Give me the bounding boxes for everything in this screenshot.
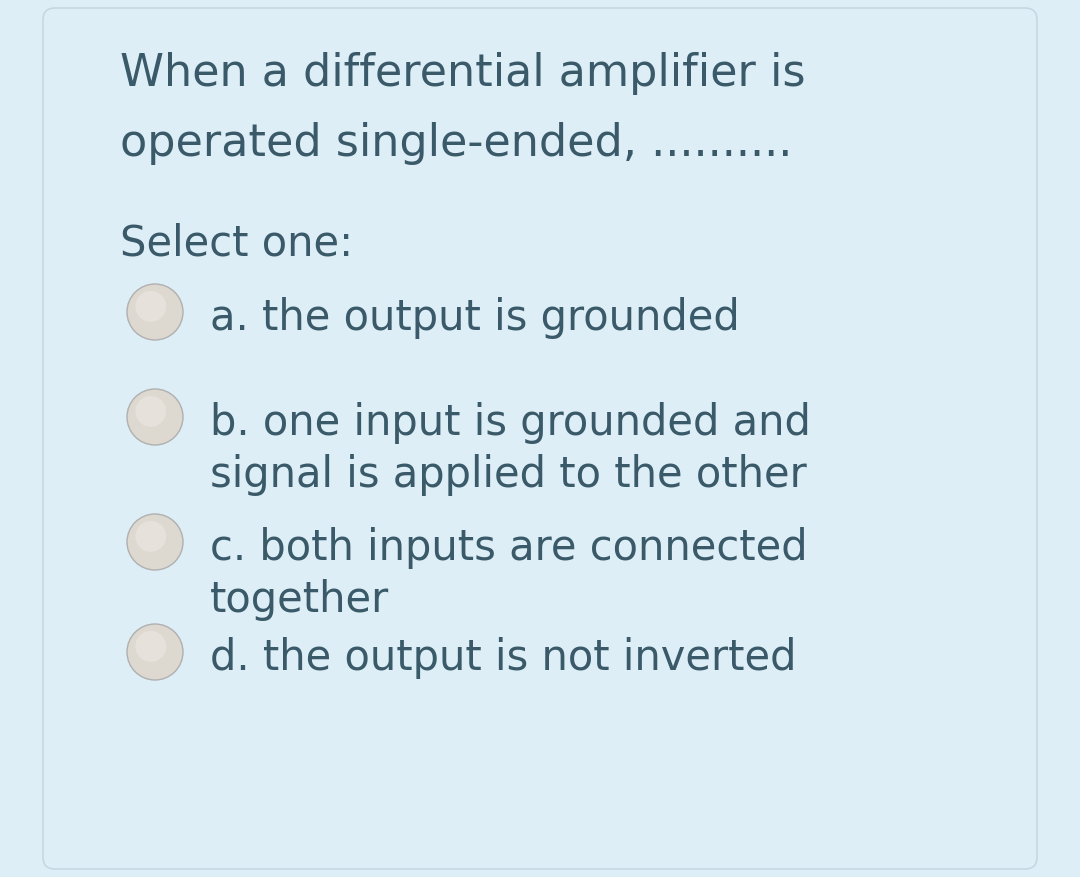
Circle shape (127, 624, 183, 680)
Circle shape (135, 631, 166, 662)
FancyBboxPatch shape (43, 8, 1037, 869)
Text: together: together (210, 579, 389, 621)
Text: a. the output is grounded: a. the output is grounded (210, 297, 740, 339)
Circle shape (127, 514, 183, 570)
Circle shape (135, 291, 166, 322)
Text: When a differential amplifier is: When a differential amplifier is (120, 52, 806, 95)
Circle shape (135, 521, 166, 552)
Text: signal is applied to the other: signal is applied to the other (210, 454, 807, 496)
Text: operated single-ended, ..........: operated single-ended, .......... (120, 122, 793, 165)
Text: Select one:: Select one: (120, 222, 353, 264)
Circle shape (135, 396, 166, 427)
Text: d. the output is not inverted: d. the output is not inverted (210, 637, 797, 679)
Circle shape (127, 389, 183, 445)
Circle shape (127, 284, 183, 340)
Text: b. one input is grounded and: b. one input is grounded and (210, 402, 811, 444)
Text: c. both inputs are connected: c. both inputs are connected (210, 527, 808, 569)
